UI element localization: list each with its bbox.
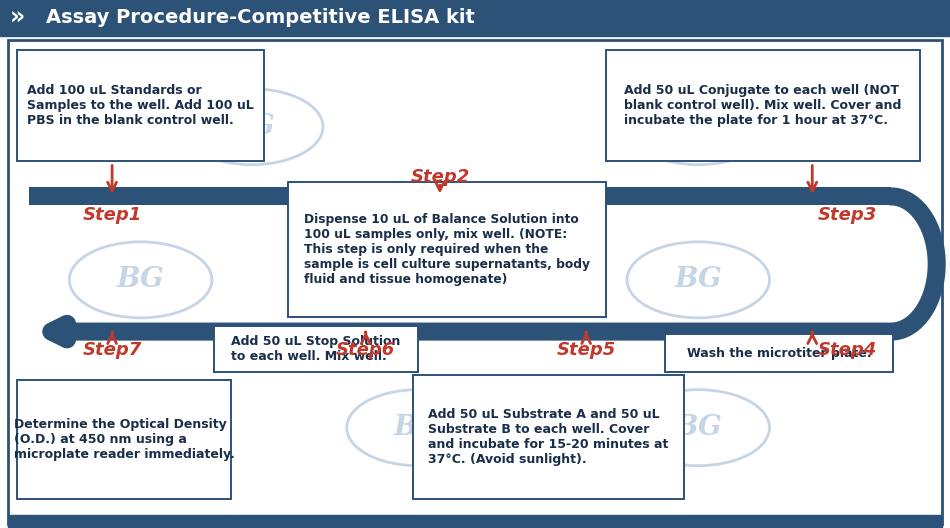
Polygon shape <box>0 0 461 36</box>
FancyBboxPatch shape <box>606 50 920 161</box>
Text: Assay Procedure-Competitive ELISA kit: Assay Procedure-Competitive ELISA kit <box>46 8 474 27</box>
Text: BG: BG <box>674 414 722 441</box>
FancyBboxPatch shape <box>17 380 231 499</box>
Text: Step3: Step3 <box>818 206 877 224</box>
Text: »: » <box>10 6 25 30</box>
Text: BG: BG <box>394 414 442 441</box>
Text: BG: BG <box>674 266 722 294</box>
Text: Determine the Optical Density
(O.D.) at 450 nm using a
microplate reader immedia: Determine the Optical Density (O.D.) at … <box>13 418 235 461</box>
Text: Step1: Step1 <box>83 206 142 224</box>
Text: Step4: Step4 <box>818 341 877 359</box>
Text: Add 50 uL Substrate A and 50 uL
Substrate B to each well. Cover
and incubate for: Add 50 uL Substrate A and 50 uL Substrat… <box>428 408 669 466</box>
Text: Step5: Step5 <box>557 341 616 359</box>
Bar <box>0 0 950 36</box>
Text: Add 100 uL Standards or
Samples to the well. Add 100 uL
PBS in the blank control: Add 100 uL Standards or Samples to the w… <box>28 84 254 127</box>
Bar <box>8 515 942 528</box>
FancyBboxPatch shape <box>17 50 264 161</box>
Text: Step7: Step7 <box>83 341 142 359</box>
Text: Step6: Step6 <box>336 341 395 359</box>
FancyBboxPatch shape <box>288 182 606 317</box>
Text: Wash the microtiter plate.: Wash the microtiter plate. <box>687 347 871 360</box>
FancyBboxPatch shape <box>413 375 684 499</box>
FancyBboxPatch shape <box>665 334 893 372</box>
Text: BG: BG <box>674 113 722 140</box>
Text: Add 50 uL Stop Solution
to each well. Mix well.: Add 50 uL Stop Solution to each well. Mi… <box>231 335 401 363</box>
Text: Add 50 uL Conjugate to each well (NOT
blank control well). Mix well. Cover and
i: Add 50 uL Conjugate to each well (NOT bl… <box>624 84 902 127</box>
Text: Dispense 10 uL of Balance Solution into
100 uL samples only, mix well. (NOTE:
Th: Dispense 10 uL of Balance Solution into … <box>304 213 590 286</box>
Text: Step2: Step2 <box>410 168 469 186</box>
FancyBboxPatch shape <box>214 326 418 372</box>
Text: BG: BG <box>117 266 164 294</box>
Text: BG: BG <box>228 113 276 140</box>
